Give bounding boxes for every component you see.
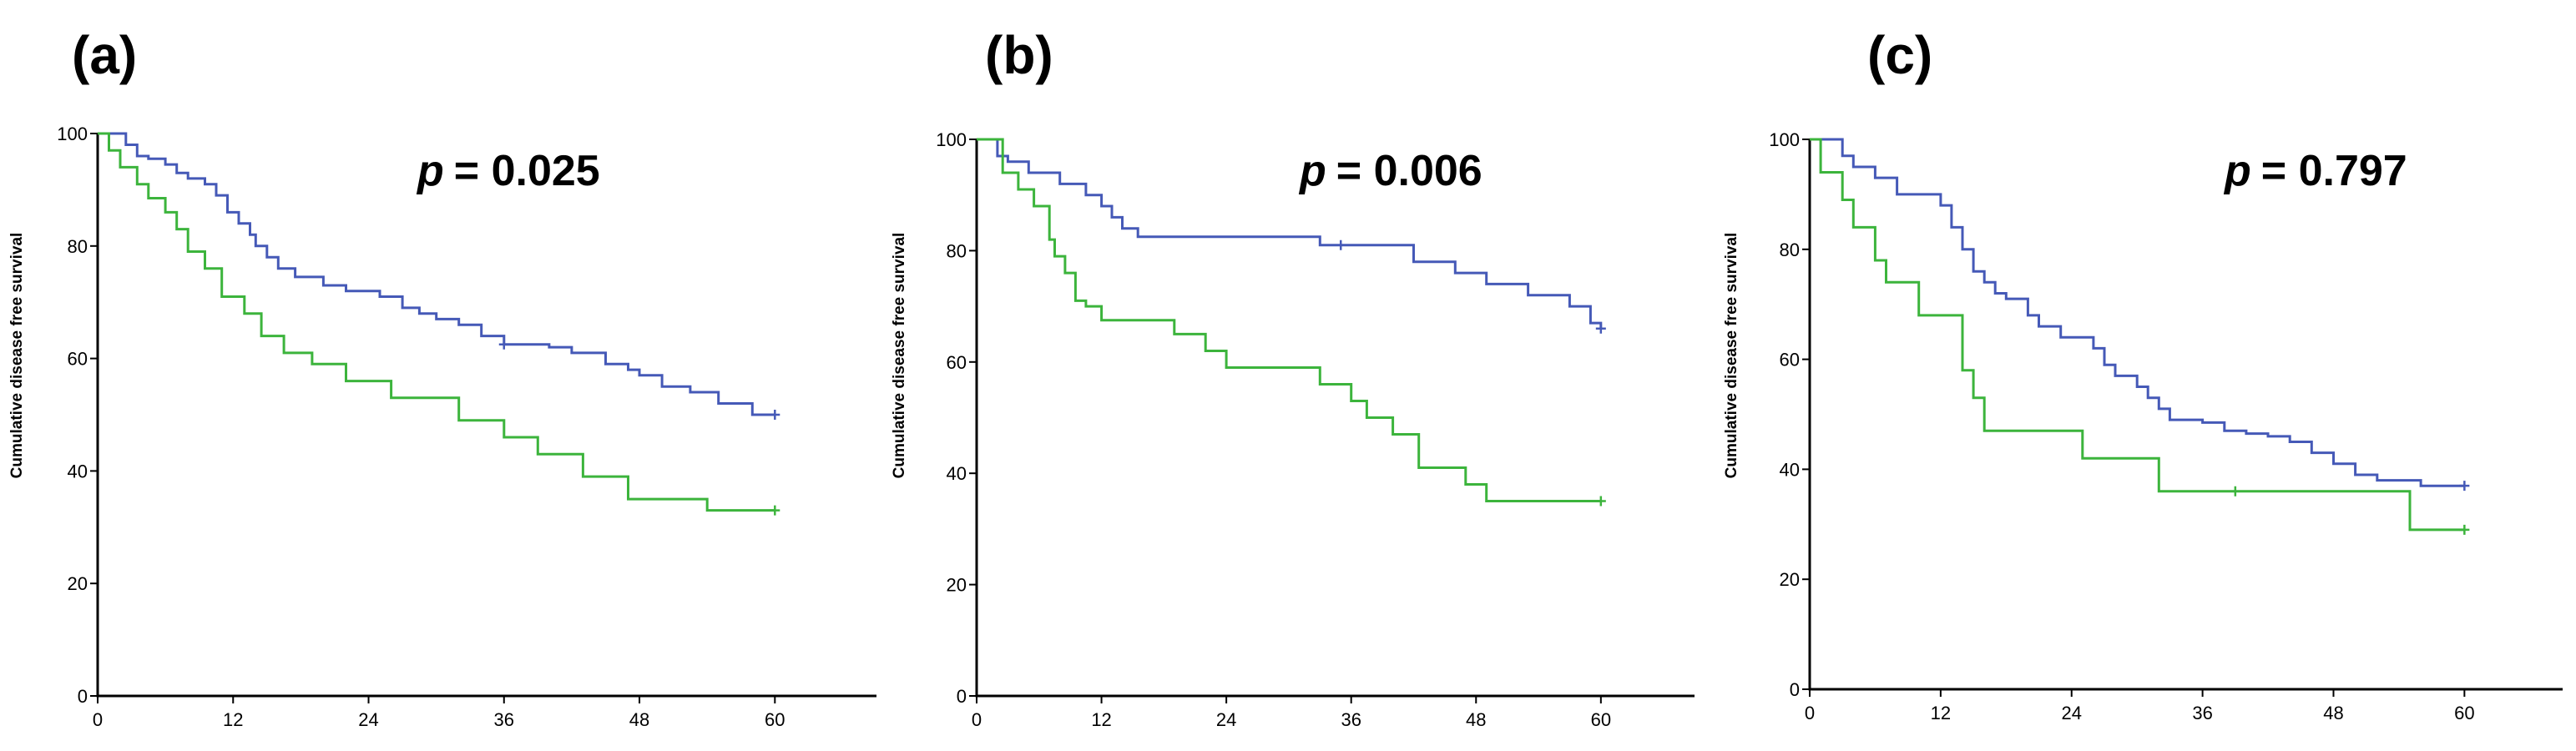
- y-tick-label: 0: [1790, 679, 1800, 700]
- y-tick-label: 20: [1780, 569, 1800, 590]
- p-value: = 0.025: [454, 147, 600, 195]
- x-tick-label: 0: [972, 709, 982, 730]
- x-tick-label: 12: [1931, 703, 1951, 723]
- y-tick-label: 0: [957, 686, 967, 707]
- censor-mark: [770, 410, 780, 420]
- x-tick-label: 48: [2323, 703, 2343, 723]
- panel-b: (b) p = 0.006 Cumulative disease free sur…: [891, 25, 1695, 730]
- censor-mark: [1336, 239, 1346, 250]
- y-tick-label: 100: [936, 129, 967, 150]
- x-tick-label: 48: [629, 709, 649, 730]
- y-tick-label: 60: [68, 349, 88, 370]
- censor-mark: [2230, 486, 2240, 496]
- p-value-c: p = 0.797: [2223, 147, 2407, 195]
- censor-mark: [1595, 323, 1606, 334]
- survival-curve-blue: [98, 132, 775, 416]
- censor-mark: [1595, 496, 1606, 507]
- axis-lines: [975, 139, 1695, 698]
- p-symbol: p: [2223, 147, 2251, 195]
- panel-c: (c) p = 0.797 Cumulative disease free sur…: [1723, 25, 2563, 723]
- y-tick-label: 40: [1780, 459, 1800, 480]
- y-tick-label: 80: [68, 236, 88, 257]
- x-tick-label: 48: [1466, 709, 1486, 730]
- censor-mark: [770, 505, 780, 516]
- p-value-b: p = 0.006: [1298, 147, 1482, 195]
- y-tick-label: 80: [1780, 239, 1800, 260]
- y-axis-label: Cumulative disease free survival: [891, 233, 908, 479]
- y-tick-label: 20: [68, 573, 88, 594]
- survival-curve-green: [977, 138, 1601, 502]
- survival-curve-blue: [1810, 138, 2465, 487]
- x-tick-label: 36: [1341, 709, 1361, 730]
- survival-curve-blue: [977, 138, 1603, 329]
- survival-curve-green: [1810, 138, 2465, 532]
- x-tick-label: 24: [1216, 709, 1236, 730]
- x-tick-label: 60: [1591, 709, 1611, 730]
- p-symbol: p: [1298, 147, 1326, 195]
- y-tick-label: 0: [78, 686, 88, 707]
- y-tick-label: 40: [947, 463, 967, 484]
- x-tick-label: 12: [223, 709, 243, 730]
- panel-a: (a) p = 0.025 Cumulative disease free sur…: [8, 25, 876, 730]
- p-value-a: p = 0.025: [416, 147, 600, 195]
- y-tick-label: 40: [68, 461, 88, 481]
- x-tick-label: 24: [358, 709, 378, 730]
- p-value: = 0.006: [1336, 147, 1482, 195]
- survival-curve-green: [98, 132, 775, 512]
- panel-label-b: (b): [985, 25, 1053, 85]
- y-tick-label: 60: [947, 352, 967, 373]
- censor-mark: [2459, 524, 2470, 535]
- panel-label-a: (a): [72, 25, 137, 85]
- y-axis-label: Cumulative disease free survival: [1723, 233, 1740, 479]
- p-value: = 0.797: [2261, 147, 2407, 195]
- p-symbol: p: [416, 147, 444, 195]
- y-axis-label: Cumulative disease free survival: [8, 233, 26, 479]
- x-tick-label: 60: [765, 709, 785, 730]
- y-tick-label: 60: [1780, 350, 1800, 370]
- panel-label-c: (c): [1867, 25, 1932, 85]
- x-tick-label: 12: [1091, 709, 1111, 730]
- x-tick-label: 60: [2454, 703, 2474, 723]
- censor-mark: [2459, 481, 2470, 491]
- y-tick-label: 100: [1769, 129, 1800, 150]
- y-tick-label: 80: [947, 240, 967, 261]
- y-tick-label: 20: [947, 575, 967, 596]
- x-tick-label: 0: [93, 709, 103, 730]
- x-tick-label: 36: [2192, 703, 2212, 723]
- axis-lines: [1808, 139, 2563, 691]
- x-tick-label: 36: [494, 709, 514, 730]
- censor-mark: [498, 339, 509, 350]
- x-tick-label: 24: [2061, 703, 2081, 723]
- y-tick-label: 100: [57, 123, 88, 144]
- x-tick-label: 0: [1805, 703, 1815, 723]
